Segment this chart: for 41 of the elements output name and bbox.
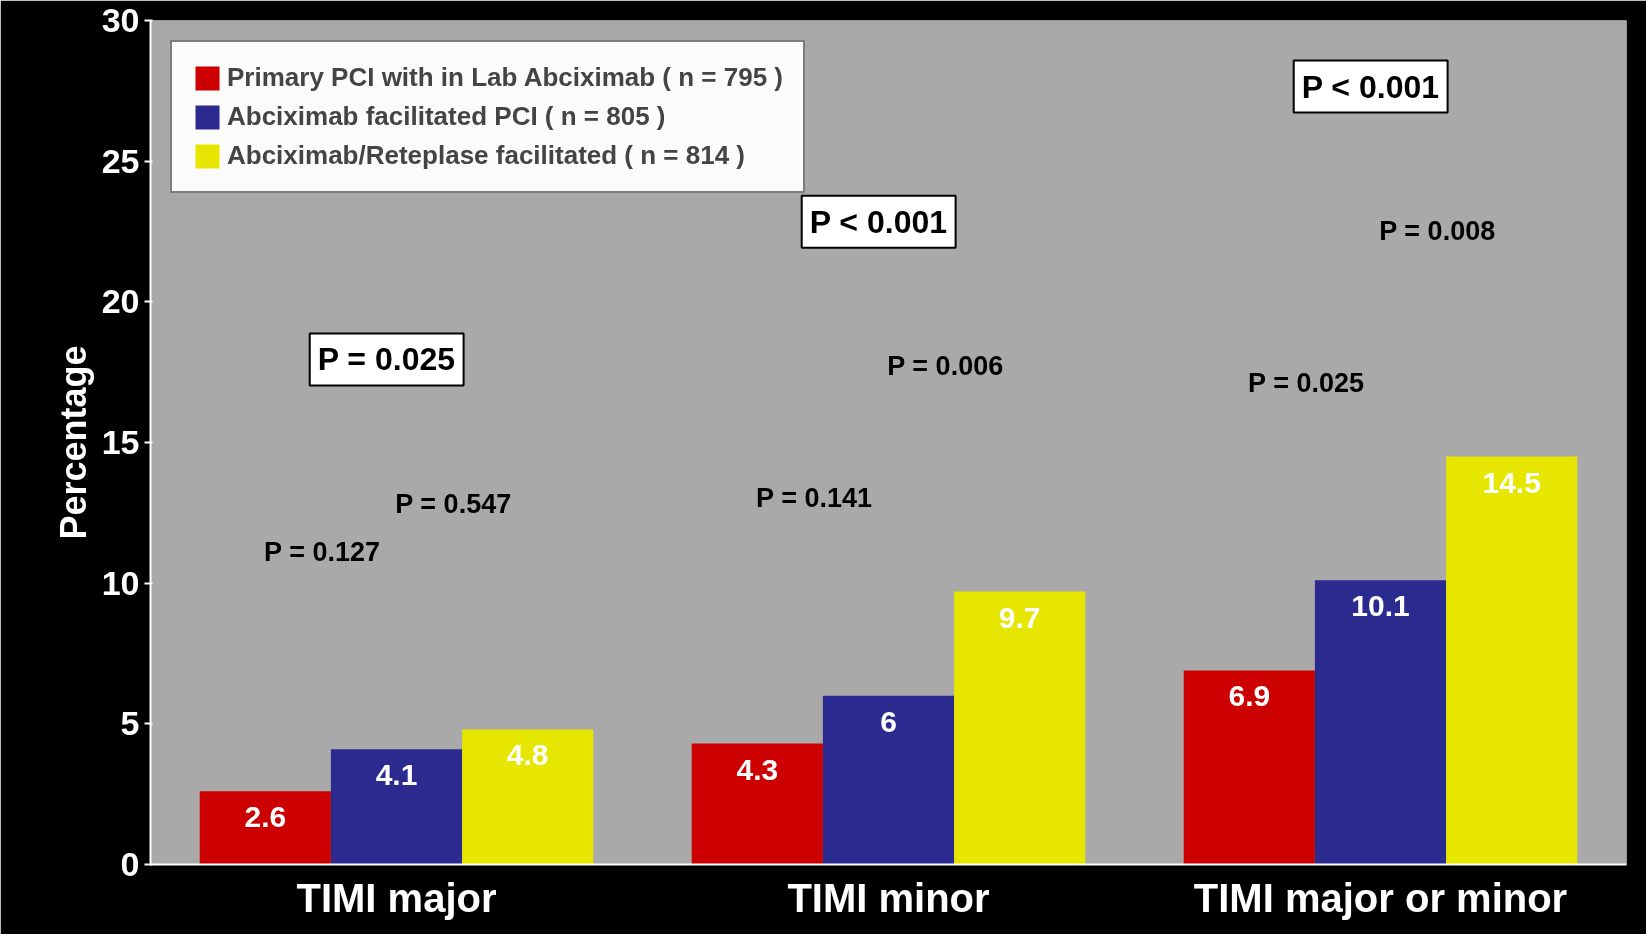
annotation: P = 0.006 (887, 351, 1004, 382)
x-tick-label: TIMI major (296, 875, 497, 920)
y-tick-label: 20 (101, 282, 140, 321)
y-tick-label: 25 (101, 141, 140, 180)
legend-label: Abciximab facilitated PCI ( n = 805 ) (227, 101, 666, 132)
y-tick-label: 5 (120, 704, 140, 743)
annotation: P = 0.547 (395, 488, 512, 519)
bar (1314, 580, 1447, 865)
legend-label: Abciximab/Reteplase facilitated ( n = 814 ) (227, 140, 746, 171)
annotation: P < 0.001 (809, 203, 948, 240)
bar (462, 729, 594, 865)
data-label: 14.5 (1482, 465, 1541, 499)
bar (822, 695, 955, 865)
annotation: P = 0.008 (1379, 216, 1496, 247)
annotation: P = 0.141 (756, 483, 872, 514)
annotation: P = 0.025 (1248, 367, 1364, 398)
x-tick-label: TIMI minor (787, 875, 990, 920)
annotation: P = 0.127 (264, 536, 380, 567)
data-label: 2.6 (244, 800, 287, 834)
bar (1446, 456, 1578, 865)
bar (199, 791, 331, 865)
data-label: 4.3 (736, 752, 779, 786)
bar (1183, 670, 1315, 865)
bar (691, 743, 823, 865)
data-label: 4.1 (375, 758, 418, 792)
y-tick-label: 0 (120, 845, 140, 883)
data-label: 4.8 (506, 738, 549, 772)
data-label: 6 (880, 704, 897, 738)
y-tick-label: 15 (101, 423, 140, 461)
data-label: 9.7 (998, 600, 1041, 634)
bar (954, 591, 1086, 865)
y-tick-label: 10 (101, 563, 140, 602)
legend-label: Primary PCI with in Lab Abciximab ( n = 795 ) (227, 62, 784, 93)
bar (330, 749, 463, 865)
y-tick-label: 30 (101, 1, 140, 39)
x-tick-label: TIMI major or minor (1193, 875, 1568, 920)
annotation: P = 0.025 (317, 341, 456, 378)
data-label: 10.1 (1351, 589, 1410, 623)
annotation: P < 0.001 (1301, 68, 1440, 105)
data-label: 6.9 (1228, 679, 1271, 713)
y-axis-title: Percentage (52, 345, 94, 540)
